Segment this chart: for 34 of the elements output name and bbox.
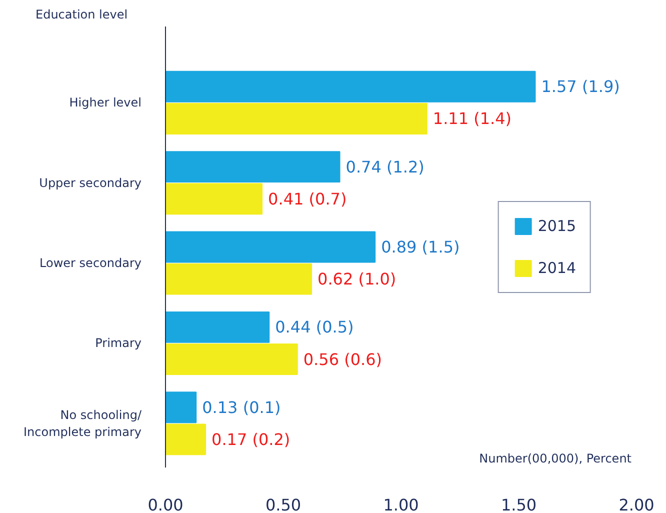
data-label: 0.89 (1.5) — [381, 238, 460, 256]
x-tick-label: 0.00 — [148, 496, 184, 513]
legend-label: 2015 — [538, 216, 576, 234]
y-tick-label: Higher level — [69, 96, 142, 110]
data-label: 0.62 (1.0) — [318, 270, 396, 289]
bar — [166, 151, 340, 183]
y-tick-label: Primary — [95, 336, 142, 350]
y-axis-title: Education level — [36, 8, 128, 22]
data-label: 0.56 (0.6) — [303, 350, 382, 369]
y-tick-label: Lower secondary — [40, 256, 142, 270]
data-label: 0.17 (0.2) — [212, 430, 290, 449]
bar — [166, 102, 428, 134]
bar — [166, 183, 263, 215]
x-tick-label: 2.00 — [618, 496, 654, 513]
bar — [166, 311, 270, 343]
bar — [166, 392, 197, 424]
y-tick-label: No schooling/ Incomplete primary — [24, 408, 142, 439]
data-label: 0.44 (0.5) — [275, 318, 354, 337]
bar — [166, 70, 536, 102]
data-label: 0.41 (0.7) — [268, 189, 347, 208]
bar — [166, 344, 298, 375]
bar — [166, 263, 312, 295]
x-tick-label: 0.50 — [265, 496, 302, 513]
x-tick-label: 1.50 — [500, 496, 537, 513]
bar — [166, 424, 206, 456]
x-axis-title: Number(00,000), Percent — [479, 452, 632, 466]
data-label: 0.13 (0.1) — [202, 398, 281, 417]
data-label: 0.74 (1.2) — [346, 157, 424, 176]
bar — [166, 231, 376, 263]
x-tick-label: 1.00 — [383, 496, 419, 513]
data-label: 1.57 (1.9) — [541, 77, 620, 96]
legend-label: 2014 — [538, 258, 576, 276]
data-label: 1.11 (1.4) — [432, 109, 512, 128]
y-tick-label: Upper secondary — [39, 176, 142, 190]
